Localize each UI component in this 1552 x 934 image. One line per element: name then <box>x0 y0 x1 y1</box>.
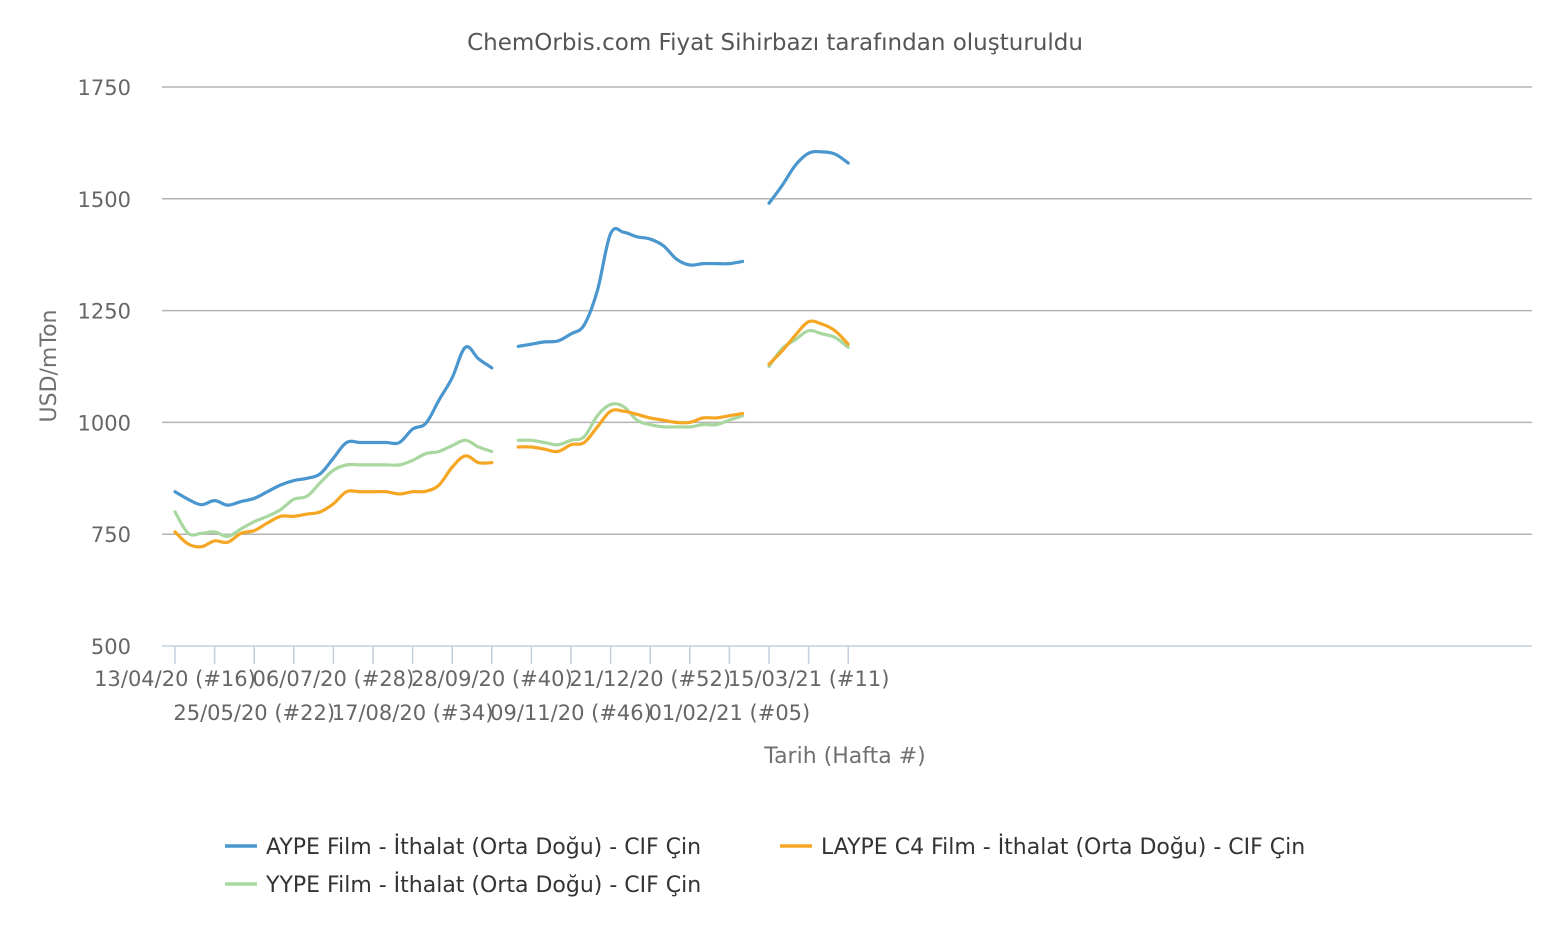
x-axis: 13/04/20 (#16) 25/05/20 (#22) 06/07/20 (#2… <box>94 645 1532 725</box>
aype-film-series-line <box>767 149 850 205</box>
legend-label: LAYPE C4 Film - İthalat (Orta Doğu) - CI… <box>821 834 1305 860</box>
yype-film-series-line <box>767 328 850 369</box>
laype-c4-film-series-line <box>173 454 494 549</box>
x-tick-label: 06/07/20 (#28) <box>253 667 415 691</box>
x-tick-label: 15/03/21 (#11) <box>728 667 890 691</box>
legend-label: YYPE Film - İthalat (Orta Doğu) - CIF Çi… <box>265 872 701 898</box>
x-tick-label: 01/02/21 (#05) <box>649 701 811 725</box>
yype-film-series-line <box>516 402 745 447</box>
legend-item-aype[interactable]: AYPE Film - İthalat (Orta Doğu) - CIF Çi… <box>225 834 701 860</box>
laype-c4-film-series-line <box>516 408 745 454</box>
yype-film-series-line <box>173 438 494 539</box>
x-tick-label: 09/11/20 (#46) <box>490 701 652 725</box>
legend-item-yype[interactable]: YYPE Film - İthalat (Orta Doğu) - CIF Çi… <box>225 872 701 898</box>
y-tick-label: 1250 <box>78 300 131 324</box>
x-axis-label: Tarih (Hafta #) <box>763 744 925 769</box>
laype-c4-film-series-line <box>767 319 850 366</box>
x-tick-label: 13/04/20 (#16) <box>94 667 256 691</box>
series-lines <box>173 149 850 549</box>
y-tick-label: 1500 <box>78 188 131 212</box>
y-tick-label: 750 <box>91 523 131 547</box>
legend-label: AYPE Film - İthalat (Orta Doğu) - CIF Çi… <box>266 834 701 860</box>
y-tick-label: 1750 <box>78 76 131 100</box>
aype-film-series-line <box>173 345 494 507</box>
y-tick-label: 1000 <box>78 411 131 435</box>
gridlines <box>162 86 1532 535</box>
x-tick-label: 25/05/20 (#22) <box>173 701 335 725</box>
x-tick-label: 21/12/20 (#52) <box>569 667 731 691</box>
x-tick-label: 17/08/20 (#34) <box>332 701 494 725</box>
legend-item-laype-c4[interactable]: LAYPE C4 Film - İthalat (Orta Doğu) - CI… <box>780 834 1305 860</box>
y-tick-label: 500 <box>91 635 131 659</box>
aype-film-series-line <box>516 226 745 348</box>
chart-title: ChemOrbis.com Fiyat Sihirbazı tarafından… <box>467 30 1083 56</box>
legend[interactable]: AYPE Film - İthalat (Orta Doğu) - CIF Çi… <box>225 834 1305 898</box>
y-axis-label: USD/mTon <box>37 310 62 423</box>
y-axis: 500 750 1000 1250 1500 1750 <box>78 76 131 659</box>
x-tick-label: 28/09/20 (#40) <box>411 667 573 691</box>
